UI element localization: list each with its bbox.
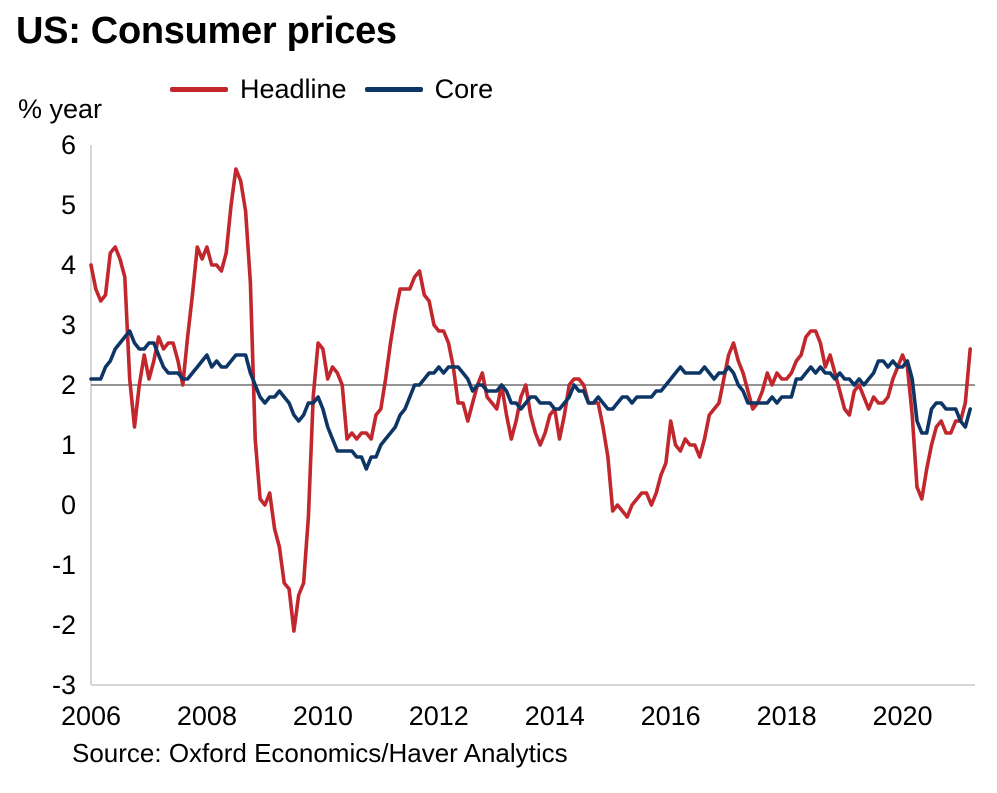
y-tick-label: 4: [61, 250, 76, 280]
x-tick-label: 2008: [177, 701, 237, 731]
y-tick-label: 1: [61, 430, 76, 460]
series-line-core: [89, 329, 973, 471]
x-tick-label: 2010: [293, 701, 353, 731]
chart-title: US: Consumer prices: [16, 10, 397, 52]
axes: [90, 145, 975, 686]
series-line-headline: [89, 167, 973, 633]
y-tick-label: 5: [61, 190, 76, 220]
x-tick-label: 2014: [525, 701, 585, 731]
x-tick-label: 2006: [61, 701, 121, 731]
y-tick-label: 3: [61, 310, 76, 340]
legend-label-headline: Headline: [240, 74, 347, 104]
x-tick-label: 2018: [757, 701, 817, 731]
x-tick-label: 2016: [641, 701, 701, 731]
y-axis-label: % year: [18, 94, 103, 124]
legend-item-core: Core: [364, 74, 494, 105]
series-lines: [89, 167, 973, 633]
y-tick-label: 6: [61, 130, 76, 160]
legend-item-headline: Headline: [170, 74, 347, 105]
x-tick-label: 2012: [409, 701, 469, 731]
legend-swatch-headline: [170, 87, 228, 92]
y-tick-label: -3: [52, 670, 76, 700]
legend: Headline Core: [170, 74, 511, 105]
source-note: Source: Oxford Economics/Haver Analytics: [72, 738, 568, 768]
x-tick-label: 2020: [873, 701, 933, 731]
legend-swatch-core: [364, 87, 423, 92]
y-tick-label: 2: [61, 370, 76, 400]
y-tick-label: -1: [52, 550, 76, 580]
legend-label-core: Core: [434, 74, 494, 104]
y-tick-label: 0: [61, 490, 76, 520]
y-tick-label: -2: [52, 610, 76, 640]
